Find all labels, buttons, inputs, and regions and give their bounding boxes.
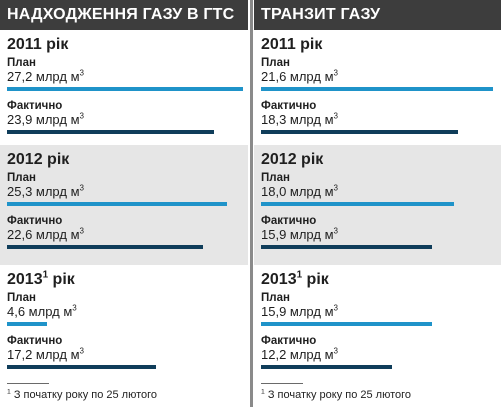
fact-value: 23,9 млрд м3 — [7, 111, 84, 127]
year-panel: 20131 рік План 4,6 млрд м3 Фактично 17,2 млр… — [0, 265, 248, 407]
fact-value: 12,2 млрд м3 — [261, 346, 338, 362]
plan-bar — [261, 322, 432, 326]
plan-value: 27,2 млрд м3 — [7, 68, 84, 84]
fact-label: Фактично — [7, 335, 63, 347]
fact-value: 22,6 млрд м3 — [7, 226, 84, 242]
fact-label: Фактично — [261, 215, 317, 227]
fact-bar — [261, 245, 432, 249]
plan-bar — [7, 202, 227, 206]
fact-value: 18,3 млрд м3 — [261, 111, 338, 127]
year-label: 2011 рік — [7, 36, 69, 53]
plan-value: 25,3 млрд м3 — [7, 183, 84, 199]
fact-bar — [261, 130, 458, 134]
fact-bar — [7, 130, 214, 134]
year-panel: 20131 рік План 15,9 млрд м3 Фактично 12,2 мл… — [254, 265, 501, 407]
year-panel: 2011 рік План 27,2 млрд м3 Фактично 23,9 млр… — [0, 30, 248, 145]
year-panel: 2012 рік План 25,3 млрд м3 Фактично 22,6 млр… — [0, 145, 248, 265]
footnote: 1 З початку року по 25 лютого — [7, 388, 158, 401]
plan-label: План — [261, 172, 290, 184]
fact-value: 17,2 млрд м3 — [7, 346, 84, 362]
fact-label: Фактично — [261, 335, 317, 347]
year-panel: 2011 рік План 21,6 млрд м3 Фактично 18,3 млр… — [254, 30, 501, 145]
column-divider — [250, 0, 253, 407]
year-label: 2011 рік — [261, 36, 323, 53]
fact-bar — [7, 245, 203, 249]
year-panel: 2012 рік План 18,0 млрд м3 Фактично 15,9 млр… — [254, 145, 501, 265]
fact-label: Фактично — [7, 215, 63, 227]
column-gas-transit: ТРАНЗИТ ГАЗУ 2011 рік План 21,6 млрд м3 Факт… — [254, 0, 501, 407]
fact-bar — [261, 365, 392, 369]
plan-value: 18,0 млрд м3 — [261, 183, 338, 199]
plan-value: 21,6 млрд м3 — [261, 68, 338, 84]
plan-bar — [7, 322, 47, 326]
column-gas-intake: НАДХОДЖЕННЯ ГАЗУ В ГТС 2011 рік План 27,2 м… — [0, 0, 248, 407]
year-label: 20131 рік — [261, 269, 329, 288]
plan-label: План — [7, 57, 36, 69]
year-label: 2012 рік — [7, 151, 70, 168]
year-label: 20131 рік — [7, 269, 75, 288]
plan-bar — [7, 87, 243, 91]
year-label: 2012 рік — [261, 151, 324, 168]
plan-label: План — [7, 292, 36, 304]
fact-label: Фактично — [7, 100, 63, 112]
fact-label: Фактично — [261, 100, 317, 112]
footnote-rule — [7, 383, 49, 384]
footnote: 1 З початку року по 25 лютого — [261, 388, 412, 401]
plan-label: План — [7, 172, 36, 184]
fact-bar — [7, 365, 156, 369]
fact-value: 15,9 млрд м3 — [261, 226, 338, 242]
plan-label: План — [261, 57, 290, 69]
chart-title: НАДХОДЖЕННЯ ГАЗУ В ГТС — [0, 0, 248, 30]
footnote-rule — [261, 383, 303, 384]
plan-label: План — [261, 292, 290, 304]
plan-value: 15,9 млрд м3 — [261, 303, 338, 319]
plan-value: 4,6 млрд м3 — [7, 303, 77, 319]
plan-bar — [261, 87, 493, 91]
chart-title: ТРАНЗИТ ГАЗУ — [254, 0, 501, 30]
plan-bar — [261, 202, 454, 206]
